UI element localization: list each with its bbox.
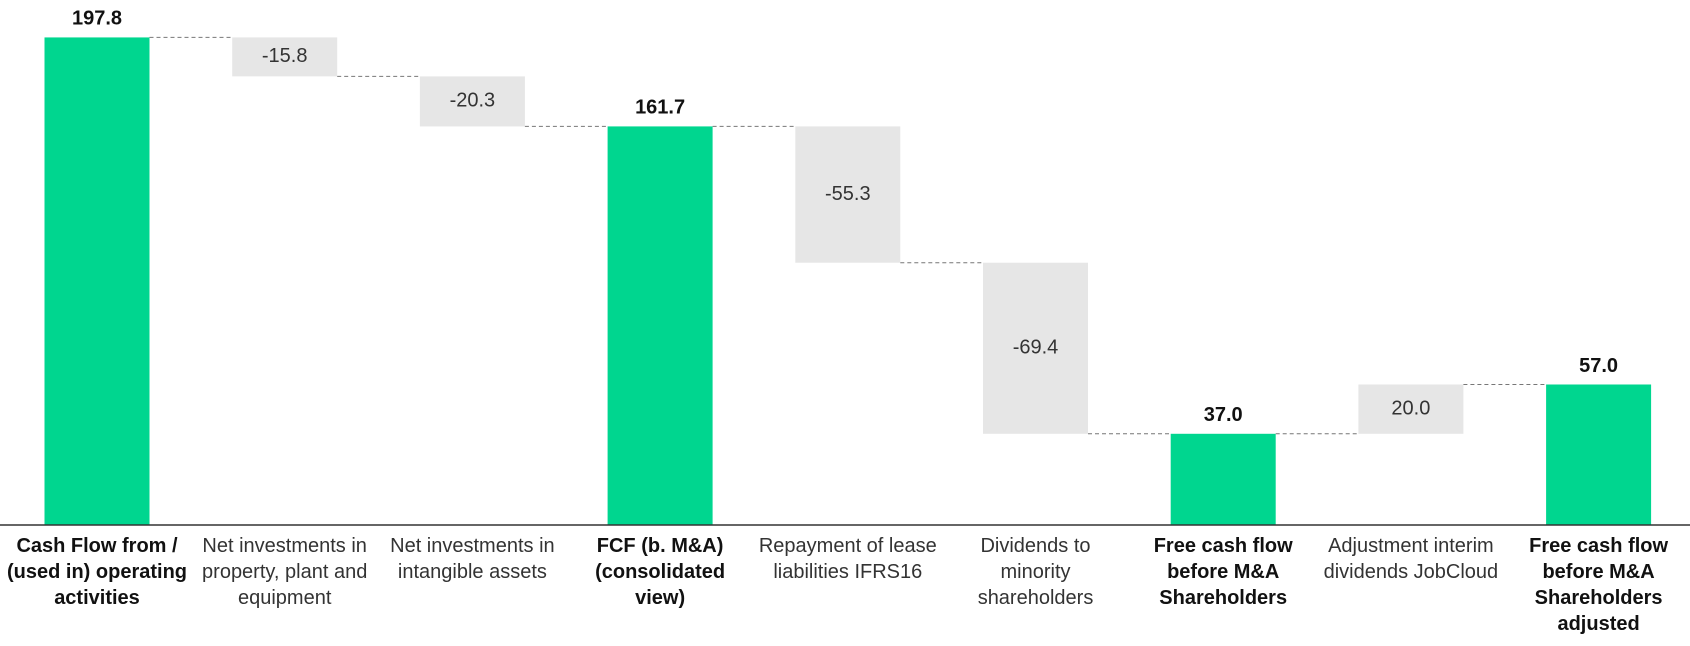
change-bar — [983, 262, 1088, 434]
category-label: Free cash flow before M&A Shareholders — [1153, 535, 1293, 609]
category-label: Net investments in property, plant and e… — [202, 535, 368, 609]
value-label: 197.8 — [72, 8, 122, 30]
total-bar — [607, 126, 713, 526]
category-label: Net investments in intangible assets — [390, 535, 555, 583]
category-label: Dividends to minority shareholders — [977, 535, 1094, 609]
change-bar — [419, 76, 525, 127]
total-bar — [1546, 384, 1652, 525]
total-bar — [1170, 433, 1276, 525]
category-label: Adjustment interim dividends JobCloud — [1323, 535, 1499, 583]
total-bar — [44, 37, 150, 525]
value-label: 161.7 — [635, 97, 685, 119]
change-bar — [232, 37, 338, 77]
value-label: -20.3 — [450, 90, 496, 112]
category-label: Free cash flow before M&A Shareholders a… — [1529, 535, 1669, 635]
category-label: Repayment of lease liabilities IFRS16 — [758, 535, 937, 583]
value-label: -15.8 — [262, 45, 308, 67]
category-label: FCF (b. M&A) (consolidated view) — [595, 535, 726, 609]
change-bar — [1358, 384, 1464, 434]
value-label: 57.0 — [1579, 355, 1618, 377]
category-label: Cash Flow from / (used in) operating act… — [7, 535, 187, 609]
value-label: -55.3 — [825, 183, 871, 205]
value-label: -69.4 — [1013, 337, 1059, 359]
value-label: 37.0 — [1204, 404, 1243, 426]
value-label: 20.0 — [1391, 397, 1430, 419]
change-bar — [795, 126, 901, 263]
